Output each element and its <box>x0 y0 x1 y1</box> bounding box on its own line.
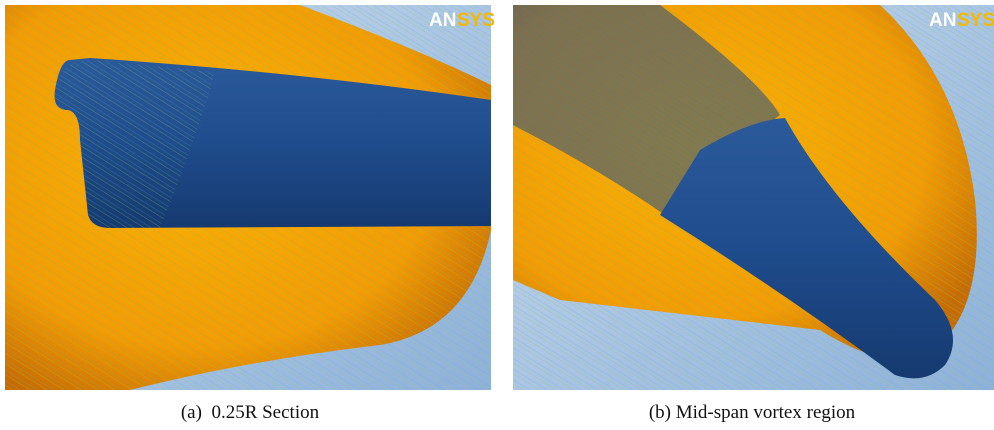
panel-a-image <box>5 5 491 390</box>
logo-an: AN <box>929 10 956 31</box>
caption: (b) Mid-span vortex region <box>649 402 856 423</box>
panel-b-image <box>513 5 994 390</box>
caption: (a) 0.25R Section <box>181 402 320 423</box>
page: AN SYS AN SYS (a) 0.25R Section (b) Mid-… <box>0 0 994 430</box>
logo-an: AN <box>429 10 456 31</box>
logo-sys: SYS <box>457 10 495 31</box>
figure: AN SYS AN SYS (a) 0.25R Section (b) Mid-… <box>0 0 994 430</box>
logo-sys: SYS <box>957 10 994 31</box>
